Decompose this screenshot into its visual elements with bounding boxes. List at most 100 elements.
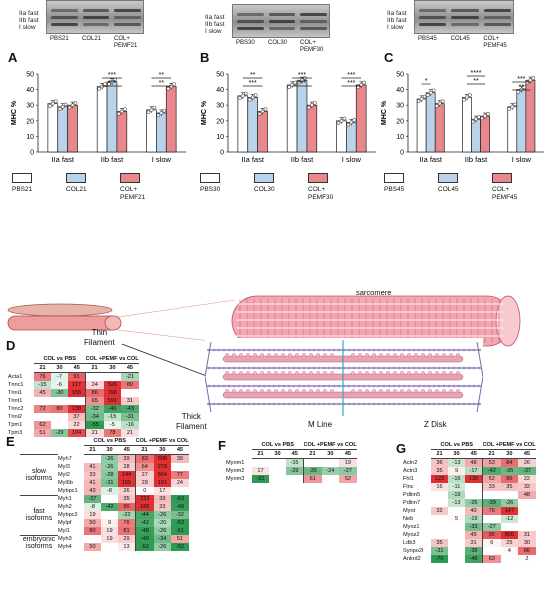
y-tick-label: 0 xyxy=(400,150,404,157)
myosin-head xyxy=(330,353,334,357)
actin-bead xyxy=(412,384,416,388)
y-tick-label: 20 xyxy=(26,118,34,125)
actin-bead xyxy=(387,384,391,388)
x-tick-label: I slow xyxy=(342,155,362,164)
heatmap-cell: 37 xyxy=(68,413,86,421)
heatmap-cell: -52 xyxy=(134,543,154,551)
myosin-head xyxy=(428,371,432,375)
actin-bead xyxy=(257,348,261,352)
heatmap-cell: -42 xyxy=(481,467,501,475)
heatmap-row: Myom2 17 -29 -35 -24 -27 xyxy=(226,467,357,475)
heatmap-cell: 6 xyxy=(481,539,501,547)
sig-label: *** xyxy=(108,72,116,79)
heatmap-cell: 72 xyxy=(34,405,51,413)
heatmap-cell: 29 xyxy=(134,479,154,487)
actin-bead xyxy=(357,348,361,352)
myosin-head xyxy=(351,371,355,375)
heatmap-cell: -8 xyxy=(84,503,101,511)
heatmap-cell: -44 xyxy=(134,511,154,519)
heatmap-cell: -35 xyxy=(500,467,519,475)
heatmap-cell: -31 xyxy=(121,413,139,421)
myosin-head xyxy=(449,389,453,393)
heatmap-cell: 45 xyxy=(34,389,51,397)
sig-label: *** xyxy=(249,80,257,87)
heatmap-cell: 65 xyxy=(84,397,104,405)
actin-bead xyxy=(227,348,231,352)
actin-bead xyxy=(447,384,451,388)
heatmap-cell: -52 xyxy=(171,543,189,551)
heatmap-cell xyxy=(171,463,189,471)
y-axis-label: MHC % xyxy=(11,100,18,125)
actin-bead xyxy=(417,402,421,406)
actin-bead xyxy=(477,384,481,388)
myosin-head xyxy=(351,389,355,393)
heatmap-cell: 123 xyxy=(431,475,448,483)
y-tick-label: 10 xyxy=(216,134,224,141)
heatmap-cell xyxy=(252,458,269,467)
data-point xyxy=(100,84,104,89)
heatmap-cell: -17 xyxy=(465,467,483,475)
actin-bead xyxy=(422,384,426,388)
heatmap-cell: 84 xyxy=(500,458,519,467)
actin-bead xyxy=(222,348,226,352)
data-point xyxy=(240,93,245,98)
heatmap-cell xyxy=(448,539,465,547)
gene-label: Pdlim7 xyxy=(403,500,421,506)
western-blot-a xyxy=(46,0,144,34)
heatmap-cell: 13 xyxy=(118,543,136,551)
y-axis-label: MHC % xyxy=(381,100,388,125)
data-point xyxy=(468,93,472,97)
actin-bead xyxy=(227,402,231,406)
actin-bead xyxy=(377,402,381,406)
data-point xyxy=(462,97,466,102)
data-point xyxy=(339,118,344,123)
heatmap-cell: 33 xyxy=(481,483,501,491)
heatmap-cell xyxy=(465,483,483,491)
heatmap-row: Tnnc1 -15 -6 117 24 526 80 xyxy=(8,381,139,389)
data-point xyxy=(60,104,65,109)
actin-bead xyxy=(477,366,481,370)
myosin-head xyxy=(449,353,453,357)
actin-bead xyxy=(252,348,256,352)
actin-bead xyxy=(472,366,476,370)
actin-bead xyxy=(432,366,436,370)
band-label: IIa fast xyxy=(387,10,407,17)
actin-bead xyxy=(372,402,376,406)
heatmap-cell: 76 xyxy=(34,372,51,381)
heatmap-cell: -26 xyxy=(465,499,483,507)
heatmap-cell: -34 xyxy=(84,413,104,421)
y-tick-label: 30 xyxy=(396,103,404,110)
myosin-head xyxy=(225,353,229,357)
data-point xyxy=(120,109,124,114)
heatmap-cell: -37 xyxy=(518,467,536,475)
data-point xyxy=(50,101,55,106)
heatmap-cell: -21 xyxy=(121,372,139,381)
gene-label: Fhl1 xyxy=(403,476,414,482)
bar xyxy=(434,103,445,153)
gene-label: Tpm3 xyxy=(8,430,23,436)
actin-bead xyxy=(417,384,421,388)
heatmap-cell: 147 xyxy=(500,507,519,515)
sig-label: ** xyxy=(473,78,479,85)
actin-bead xyxy=(427,384,431,388)
y-tick-label: 50 xyxy=(216,72,224,79)
heatmap-cell: 29 xyxy=(118,535,136,543)
actin-bead xyxy=(257,366,261,370)
myosin-head xyxy=(260,371,264,375)
gene-label: Synpo2l xyxy=(403,548,424,554)
heatmap-f: COL vs PBS COL +PEMF vs COL 21 30 45 21 30 45 My… xyxy=(226,441,357,483)
legend-swatch xyxy=(200,173,220,183)
actin-bead xyxy=(447,348,451,352)
myosin-head xyxy=(274,371,278,375)
sig-label: *** xyxy=(347,72,355,79)
bar xyxy=(146,109,157,153)
heatmap-cell: 39 xyxy=(153,495,172,503)
heatmap-cell: 526 xyxy=(103,381,122,389)
y-axis-label: MHC % xyxy=(201,100,208,125)
actin-bead xyxy=(287,348,291,352)
actin-bead xyxy=(457,366,461,370)
data-point xyxy=(336,121,341,125)
actin-bead xyxy=(262,402,266,406)
panel-letter-d: D xyxy=(6,338,16,353)
legend-item: COL21 xyxy=(66,173,89,194)
